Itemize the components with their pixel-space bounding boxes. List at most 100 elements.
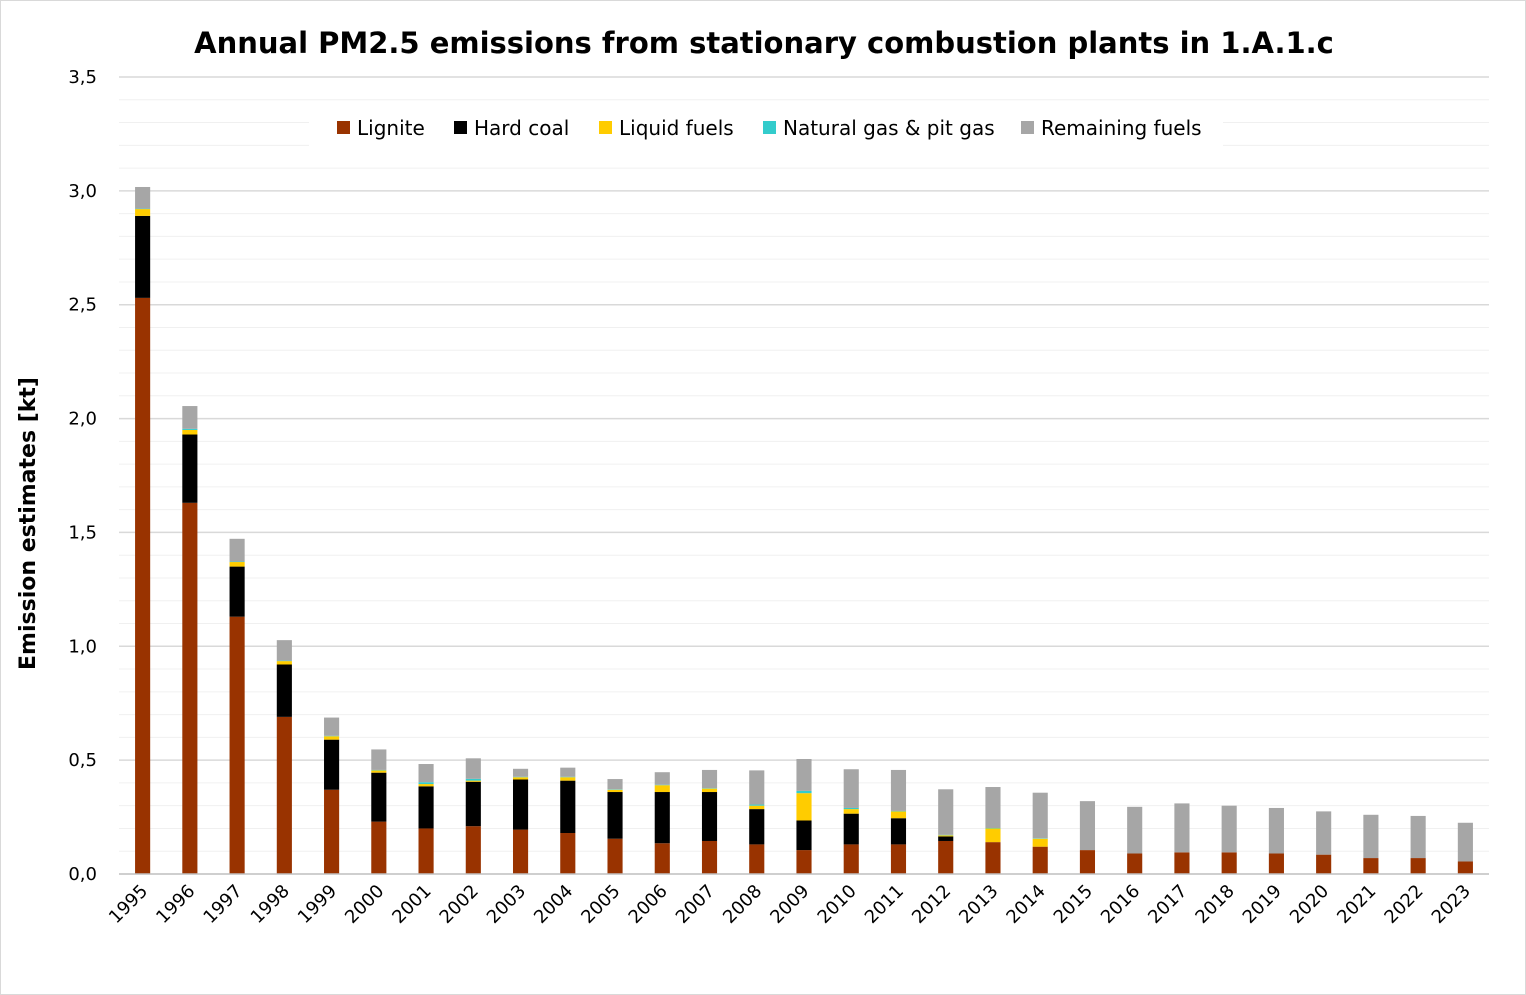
x-tick-label: 2019 [1239,881,1286,928]
x-tick-label: 2001 [388,881,435,928]
legend-item-lignite: Lignite [337,116,425,140]
bar-liquid-fuels-2007 [701,788,718,793]
bar-stack-1997 [229,538,245,874]
bar-liquid-fuels-2003 [512,777,529,780]
bar-remaining-fuels-1998 [276,640,292,661]
bar-remaining-fuels-1996 [182,406,198,429]
bar-stack-2013 [985,787,1001,874]
bar-liquid-fuels-2012 [938,835,954,837]
x-tick-label: 2015 [1050,881,1097,928]
bar-stack-2017 [1174,803,1190,874]
bar-stack-2014 [1032,792,1048,874]
bar-remaining-fuels-2007 [701,769,718,789]
x-tick-label: 2022 [1380,881,1427,928]
x-tick-label: 2007 [672,881,719,928]
bar-stack-2022 [1410,815,1426,874]
bar-stack-2010 [843,769,859,874]
bar-liquid-fuels-2009 [796,793,812,821]
bar-stack-2023 [1457,822,1473,874]
bar-hard-coal-2012 [938,836,954,841]
bar-lignite-2013 [985,842,1001,874]
bar-lignite-2005 [607,838,623,874]
legend-label-hard-coal: Hard coal [474,116,569,140]
bar-remaining-fuels-2005 [607,779,623,790]
bar-remaining-fuels-2019 [1268,807,1284,854]
legend-label-natural-gas-pit-gas: Natural gas & pit gas [783,116,995,140]
bar-remaining-fuels-1995 [135,186,151,209]
bar-natural-gas-pit-gas-1996 [182,428,198,430]
x-tick-label: 2004 [530,881,577,928]
bar-liquid-fuels-2000 [371,770,387,773]
bar-remaining-fuels-2014 [1032,792,1048,839]
bar-stack-2011 [890,769,907,874]
bar-stack-1996 [182,406,198,874]
bar-natural-gas-pit-gas-2001 [418,782,434,785]
legend-item-natural-gas-pit-gas: Natural gas & pit gas [763,116,995,140]
x-tick-label: 2023 [1428,881,1475,928]
bar-liquid-fuels-2010 [843,809,859,814]
bar-lignite-2006 [654,843,670,874]
bar-stack-2006 [654,772,670,874]
x-tick-label: 2006 [625,881,672,928]
bar-lignite-2000 [371,821,387,874]
bar-stack-2020 [1316,811,1332,874]
bar-hard-coal-1996 [182,434,198,503]
bar-stack-2002 [465,758,481,874]
y-axis-label: Emission estimates [kt] [16,377,41,670]
bar-stack-1999 [324,717,340,874]
bar-stack-2000 [371,749,387,874]
y-tick-label: 3,5 [68,67,97,88]
bar-hard-coal-1997 [229,566,245,617]
bar-stack-2008 [749,770,765,874]
bar-hard-coal-1995 [135,215,151,298]
bar-hard-coal-2000 [371,772,387,822]
y-tick-label: 1,5 [68,522,97,543]
y-tick-label: 1,0 [68,636,97,657]
bar-remaining-fuels-2020 [1316,811,1332,855]
bar-lignite-2011 [890,844,907,874]
bar-stack-2016 [1127,806,1143,874]
x-tick-label: 2018 [1191,881,1238,928]
bar-liquid-fuels-1995 [135,209,151,216]
legend-item-hard-coal: Hard coal [454,116,569,140]
bar-stack-2021 [1363,814,1379,874]
bar-liquid-fuels-1998 [276,661,292,665]
x-tick-label: 2002 [436,881,483,928]
bar-hard-coal-1998 [276,664,292,717]
x-tick-label: 2008 [719,881,766,928]
bar-lignite-2009 [796,850,812,874]
bar-lignite-2004 [560,833,576,874]
bar-natural-gas-pit-gas-2009 [796,790,812,794]
x-tick-label: 2014 [1002,881,1049,928]
bar-remaining-fuels-2002 [465,758,481,779]
bar-remaining-fuels-2004 [560,767,576,777]
bar-remaining-fuels-2022 [1410,815,1426,859]
bar-lignite-2015 [1079,850,1096,874]
x-tick-label: 2005 [577,881,624,928]
legend-label-remaining-fuels: Remaining fuels [1041,116,1202,140]
bar-lignite-2017 [1174,852,1190,874]
legend-swatch-natural-gas-pit-gas [763,121,776,134]
bar-stack-2004 [560,767,576,874]
bar-stack-2009 [796,759,812,874]
bar-remaining-fuels-1997 [229,538,245,562]
legend-label-lignite: Lignite [357,116,425,140]
legend-label-liquid-fuels: Liquid fuels [619,116,734,140]
bar-liquid-fuels-1996 [182,429,198,435]
bar-liquid-fuels-2004 [560,777,576,781]
bar-stack-2019 [1268,807,1284,874]
bar-remaining-fuels-2013 [985,787,1001,829]
bar-lignite-1999 [324,789,340,874]
bar-liquid-fuels-1997 [229,562,245,567]
bar-lignite-2022 [1410,858,1426,874]
y-tick-label: 2,5 [68,295,97,316]
bar-lignite-2021 [1363,858,1379,874]
legend-swatch-liquid-fuels [599,121,612,134]
bar-natural-gas-pit-gas-2010 [843,807,859,810]
y-axis-ticks: 0,0 0,5 1,0 1,5 2,0 2,5 3,0 3,5 [68,67,97,885]
bar-lignite-1998 [276,716,292,874]
bar-hard-coal-2002 [465,781,481,827]
bar-lignite-2018 [1221,852,1237,874]
